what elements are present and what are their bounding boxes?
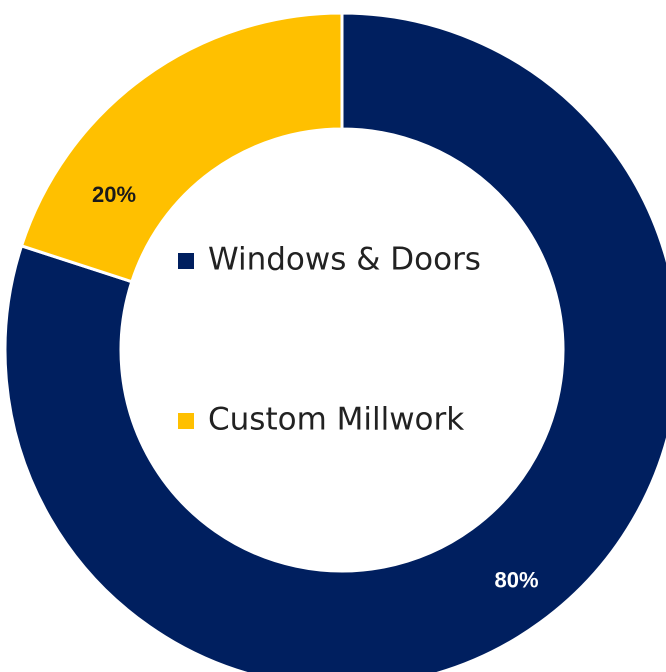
legend-label: Windows & Doors xyxy=(208,242,481,278)
slice-custom-millwork xyxy=(19,11,344,284)
legend: Windows & Doors Custom Millwork xyxy=(178,242,481,438)
legend-label: Custom Millwork xyxy=(208,402,464,438)
legend-item: Windows & Doors xyxy=(178,242,481,278)
donut-slices xyxy=(3,11,666,672)
slice-value-label: 20% xyxy=(92,182,136,207)
slice-value-label: 80% xyxy=(495,567,539,592)
legend-item: Custom Millwork xyxy=(178,402,464,438)
legend-swatch xyxy=(178,253,194,269)
slice-value-labels: 80% 20% xyxy=(92,182,539,592)
slice-windows-doors xyxy=(3,11,666,672)
legend-swatch xyxy=(178,413,194,429)
